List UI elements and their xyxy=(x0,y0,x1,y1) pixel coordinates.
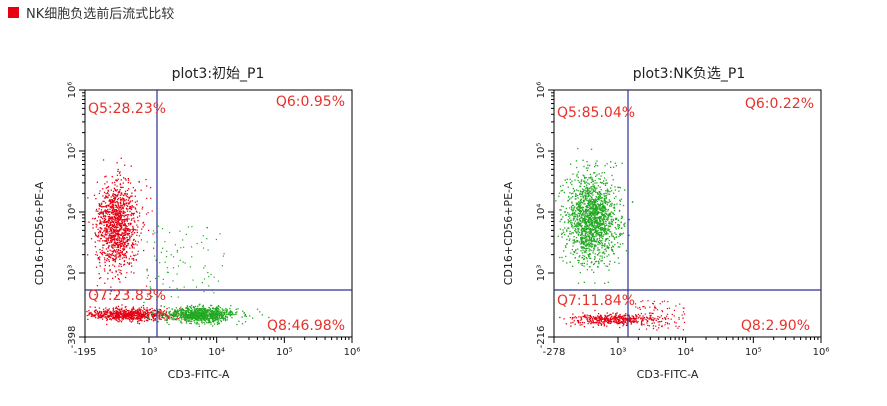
quadrant-label-bottom-left: Q7:11.84% xyxy=(557,293,635,309)
y-tick-label: 10⁴ xyxy=(67,204,78,221)
x-axis-label: CD3-FITC-A xyxy=(637,368,699,381)
x-tick-label: 10⁵ xyxy=(745,347,762,358)
x-axis-label: CD3-FITC-A xyxy=(168,368,230,381)
x-tick-label: -195 xyxy=(74,347,97,358)
x-tick-label: 10³ xyxy=(141,347,158,358)
quadrant-label-top-right: Q6:0.95% xyxy=(276,94,345,110)
quadrant-label-bottom-right: Q8:2.90% xyxy=(741,318,810,334)
y-tick-label: 10⁵ xyxy=(536,143,547,160)
chart-title: plot3:NK负选_P1 xyxy=(633,66,745,82)
quadrant-label-top-left: Q5:85.04% xyxy=(557,105,635,121)
quadrant-label-top-right: Q6:0.22% xyxy=(745,96,814,112)
chart-title: plot3:初始_P1 xyxy=(172,65,265,82)
y-axis-label: CD16+CD56+PE-A xyxy=(502,181,515,285)
quadrant-label-bottom-left: Q7:23.83% xyxy=(88,288,166,304)
population-nk-green xyxy=(555,147,634,284)
scatter-plot-2: plot3:NK负选_P1 -278 10³ 10⁴ 10⁵ 10⁶ -216 10³ 10⁴ 1… xyxy=(502,66,829,381)
y-tick-label: 10⁶ xyxy=(67,82,78,99)
x-tick-label: 10³ xyxy=(610,347,627,358)
population-cd3-green xyxy=(143,301,270,327)
quadrant-label-top-left: Q5:28.23% xyxy=(88,101,166,117)
x-tick-label: 10⁶ xyxy=(344,347,361,358)
y-tick-label: 10⁴ xyxy=(536,204,547,221)
scatter-plot-1: plot3:初始_P1 -195 10³ 10⁴ 10⁵ 10⁶ -398 10³ 10⁴ 10⁵… xyxy=(33,65,360,381)
event-dots xyxy=(555,147,686,331)
x-tick-label: 10⁵ xyxy=(276,347,293,358)
population-sparse-green xyxy=(146,225,225,300)
y-tick-label: 10³ xyxy=(67,265,78,282)
population-sparse-red xyxy=(634,300,686,331)
y-tick-label: 10⁶ xyxy=(536,82,547,99)
red-square-icon xyxy=(8,6,19,18)
quadrant-label-bottom-right: Q8:46.98% xyxy=(267,318,345,334)
y-tick-label: -216 xyxy=(536,326,547,349)
y-tick-label: 10⁵ xyxy=(67,143,78,160)
x-tick-label: 10⁴ xyxy=(677,347,694,358)
x-tick-label: 10⁴ xyxy=(208,347,225,358)
section-title: NK细胞负选前后流式比较 xyxy=(26,6,175,22)
plot-frame xyxy=(84,89,353,338)
x-tick-label: 10⁶ xyxy=(813,347,830,358)
y-tick-label: -398 xyxy=(67,326,78,349)
population-sparse-red xyxy=(94,181,155,300)
section-header: NK细胞负选前后流式比较 xyxy=(8,2,174,22)
event-dots xyxy=(86,157,270,327)
x-tick-label: -278 xyxy=(543,347,566,358)
y-tick-label: 10³ xyxy=(536,265,547,282)
population-nk-red xyxy=(87,157,152,296)
y-axis-label: CD16+CD56+PE-A xyxy=(33,181,46,285)
